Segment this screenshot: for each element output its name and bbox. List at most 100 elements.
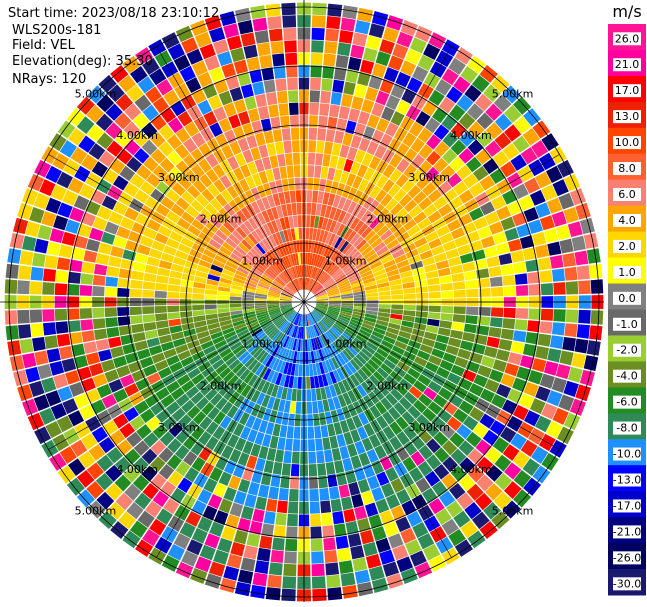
- gate-cell: [299, 314, 303, 327]
- gate-cell: [192, 310, 205, 317]
- gate-cell: [150, 440, 166, 456]
- gate-cell: [491, 511, 510, 530]
- gate-cell: [163, 348, 177, 359]
- gate-cell: [310, 338, 316, 351]
- gate-cell: [405, 345, 419, 356]
- gate-cell: [240, 260, 253, 270]
- gate-cell: [513, 116, 532, 135]
- gate-cell: [328, 305, 341, 309]
- gate-cell: [376, 281, 390, 289]
- gate-cell: [124, 483, 142, 501]
- gate-cell: [365, 35, 382, 51]
- gate-cell: [320, 320, 330, 330]
- gate-cell: [414, 316, 428, 325]
- gate-cell: [328, 264, 338, 275]
- gate-cell: [496, 383, 512, 399]
- gate-cell: [198, 259, 212, 269]
- gate-cell: [268, 266, 279, 277]
- gate-cell: [366, 296, 379, 301]
- gate-cell: [543, 360, 559, 376]
- gate-cell: [368, 565, 385, 581]
- gate-cell: [279, 166, 288, 180]
- gate-cell: [160, 196, 175, 210]
- ring-label: 3.00km: [158, 171, 200, 184]
- gate-cell: [411, 328, 425, 338]
- gate-cell: [342, 457, 354, 472]
- gate-cell: [320, 424, 329, 438]
- gate-cell: [467, 530, 486, 549]
- gate-cell: [247, 250, 259, 262]
- gate-cell: [223, 460, 237, 475]
- gate-cell: [282, 576, 297, 589]
- gate-cell: [252, 347, 264, 359]
- gate-cell: [67, 320, 81, 333]
- gate-cell: [328, 302, 341, 305]
- gate-cell: [290, 363, 296, 376]
- gate-cell: [462, 261, 476, 272]
- gate-cell: [418, 393, 433, 407]
- gate-cell: [452, 314, 466, 323]
- gate-cell: [108, 379, 124, 393]
- ring-label: 5.00km: [492, 505, 534, 518]
- gate-cell: [86, 481, 105, 499]
- gate-cell: [309, 476, 319, 489]
- gate-cell: [467, 448, 484, 465]
- gate-cell: [112, 388, 128, 403]
- gate-cell: [332, 396, 342, 410]
- gate-cell: [204, 202, 218, 216]
- gate-cell: [373, 351, 386, 363]
- gate-cell: [306, 313, 311, 326]
- gate-cell: [466, 306, 479, 316]
- gate-cell: [213, 482, 227, 498]
- gate-cell: [357, 517, 371, 533]
- gate-cell: [375, 277, 389, 285]
- gate-cell: [396, 31, 414, 48]
- gate-cell: [219, 11, 237, 27]
- gate-cell: [106, 140, 124, 157]
- gate-cell: [210, 331, 224, 340]
- gate-cell: [221, 63, 236, 78]
- gate-cell: [150, 401, 165, 416]
- gate-cell: [276, 259, 285, 272]
- gate-cell: [163, 498, 180, 515]
- gate-cell: [143, 321, 157, 332]
- gate-cell: [315, 153, 324, 166]
- azimuth-spoke: [303, 301, 452, 558]
- gate-cell: [427, 189, 443, 203]
- gate-cell: [307, 152, 316, 165]
- gate-cell: [229, 448, 242, 463]
- gate-cell: [297, 339, 301, 352]
- gate-cell: [142, 314, 156, 323]
- gate-cell: [407, 367, 421, 380]
- gate-cell: [57, 465, 76, 484]
- gate-cell: [219, 577, 237, 593]
- gate-cell: [361, 226, 373, 239]
- gate-cell: [27, 173, 45, 192]
- gate-cell: [338, 484, 351, 498]
- gate-cell: [371, 129, 385, 144]
- gate-cell: [154, 305, 167, 314]
- gate-cell: [253, 264, 265, 274]
- gate-cell: [267, 299, 280, 302]
- gate-cell: [337, 318, 349, 326]
- gate-cell: [223, 102, 237, 118]
- gate-cell: [279, 300, 292, 302]
- gate-cell: [546, 390, 563, 407]
- gate-cell: [551, 322, 566, 336]
- gate-cell: [331, 268, 342, 278]
- gate-cell: [123, 182, 139, 198]
- gate-cell: [366, 448, 379, 463]
- gate-cell: [327, 307, 340, 313]
- gate-cell: [298, 314, 302, 326]
- gate-cell: [531, 358, 547, 373]
- gate-cell: [513, 489, 532, 508]
- gate-cell: [152, 424, 168, 439]
- gate-cell: [290, 312, 298, 323]
- gate-cell: [177, 175, 192, 190]
- gate-cell: [184, 121, 200, 137]
- gate-cell: [324, 281, 336, 289]
- gate-cell: [419, 249, 433, 260]
- gate-cell: [308, 464, 318, 477]
- gate-cell: [308, 338, 313, 351]
- gate-cell: [437, 327, 451, 337]
